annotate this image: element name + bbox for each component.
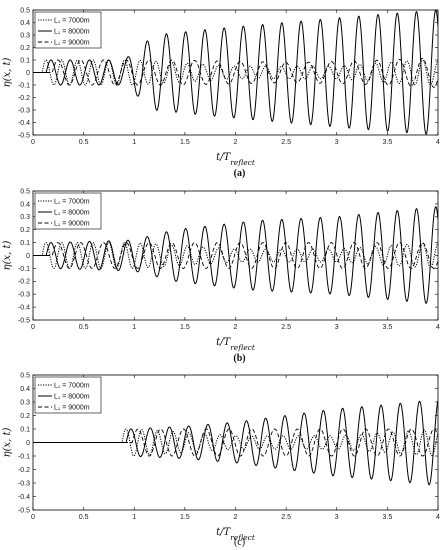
y-tick-label: 0.3 xyxy=(20,214,30,221)
y-tick-label: 0.5 xyxy=(20,7,30,14)
x-axis-label: t/Treflect xyxy=(216,152,256,167)
y-tick-label: -0.5 xyxy=(18,317,30,324)
x-tick-label: 1.5 xyxy=(180,139,190,146)
x-tick-label: 3.5 xyxy=(383,324,393,331)
x-tick-label: 0 xyxy=(31,514,35,521)
y-tick-label: 0 xyxy=(26,253,30,260)
y-axis-label: η(x, t) xyxy=(2,240,13,270)
legend-label-1: L₁ = 7000m xyxy=(54,383,90,390)
x-axis-label-subscript: reflect xyxy=(230,533,256,542)
y-tick-label: -0.2 xyxy=(18,279,30,286)
x-tick-label: 0 xyxy=(31,139,35,146)
x-tick-label: 1 xyxy=(132,514,136,521)
x-tick-label: 0.5 xyxy=(79,324,89,331)
y-tick-label: 0.5 xyxy=(20,188,30,195)
x-axis-label: t/Treflect xyxy=(216,337,256,352)
x-tick-label: 4 xyxy=(436,514,440,521)
series-line-3 xyxy=(33,428,438,457)
y-tick-label: -0.5 xyxy=(18,507,30,514)
x-tick-label: 3 xyxy=(335,139,339,146)
x-tick-label: 2.5 xyxy=(281,139,291,146)
legend-label-3: L₁ = 9000m xyxy=(54,40,90,47)
y-tick-label: -0.4 xyxy=(18,305,30,312)
x-axis-label-subscript: reflect xyxy=(230,343,256,352)
legend-label-1: L₁ = 7000m xyxy=(54,18,90,25)
y-tick-label: 0.1 xyxy=(20,240,30,247)
series-line-1 xyxy=(33,242,438,269)
x-tick-label: 1.5 xyxy=(180,514,190,521)
y-tick-label: -0.3 xyxy=(18,480,30,487)
chart-panel-2: 0 0.5 1 1.5 2 2.5 3 3.5 4 0.5 0.4 0.3 0.2 0.1 0 -0.1 -0.… xyxy=(2,188,440,364)
panel-caption: (b) xyxy=(233,353,245,364)
chart-panel-3: 0 0.5 1 1.5 2 2.5 3 3.5 4 0.5 0.4 0.3 0.2 0.1 0 -0.1 -0.… xyxy=(2,372,440,548)
y-tick-label: -0.2 xyxy=(18,95,30,102)
series-line-1 xyxy=(33,428,438,457)
x-tick-label: 4 xyxy=(436,324,440,331)
x-tick-label: 3.5 xyxy=(383,139,393,146)
x-tick-label: 0.5 xyxy=(79,514,89,521)
y-tick-label: 0.5 xyxy=(20,372,30,379)
y-tick-label: -0.5 xyxy=(18,132,30,139)
chart-panel-1: 0 0.5 1 1.5 2 2.5 3 3.5 4 0.5 0.4 0.3 0.2 0.1 0 -0.1 -0.… xyxy=(2,7,440,179)
x-tick-label: 2.5 xyxy=(281,514,291,521)
y-tick-label: 0 xyxy=(26,70,30,77)
y-tick-label: -0.1 xyxy=(18,453,30,460)
legend-label-2: L₁ = 8000m xyxy=(54,210,90,217)
y-tick-label: -0.1 xyxy=(18,82,30,89)
x-tick-label: 1.5 xyxy=(180,324,190,331)
y-tick-label: 0.4 xyxy=(20,20,30,27)
y-axis-label: η(x, t) xyxy=(2,57,13,87)
legend-label-2: L₁ = 8000m xyxy=(54,29,90,36)
series-line-2 xyxy=(33,206,438,304)
x-tick-label: 2 xyxy=(234,324,238,331)
y-tick-label: -0.2 xyxy=(18,467,30,474)
y-tick-label: 0.4 xyxy=(20,386,30,393)
x-tick-label: 0.5 xyxy=(79,139,89,146)
x-tick-label: 2.5 xyxy=(281,324,291,331)
legend-box xyxy=(34,192,102,230)
y-tick-label: 0 xyxy=(26,440,30,447)
y-tick-label: 0.1 xyxy=(20,57,30,64)
y-tick-label: 0.2 xyxy=(20,227,30,234)
x-axis-label-subscript: reflect xyxy=(230,158,256,167)
x-tick-label: 3 xyxy=(335,324,339,331)
y-tick-label: 0.4 xyxy=(20,201,30,208)
x-tick-label: 1 xyxy=(132,139,136,146)
x-tick-label: 4 xyxy=(436,139,440,146)
y-tick-label: 0.2 xyxy=(20,413,30,420)
x-tick-label: 1 xyxy=(132,324,136,331)
series-line-3 xyxy=(33,57,438,88)
x-tick-label: 3.5 xyxy=(383,514,393,521)
legend-label-3: L₁ = 9000m xyxy=(54,221,90,228)
legend-label-3: L₁ = 9000m xyxy=(54,405,90,412)
x-tick-label: 3 xyxy=(335,514,339,521)
legend-label-1: L₁ = 7000m xyxy=(54,199,90,206)
y-tick-label: 0.2 xyxy=(20,45,30,52)
y-tick-label: 0.1 xyxy=(20,426,30,433)
x-tick-label: 2 xyxy=(234,139,238,146)
y-tick-label: -0.4 xyxy=(18,120,30,127)
legend-label-2: L₁ = 8000m xyxy=(54,394,90,401)
y-tick-label: -0.3 xyxy=(18,107,30,114)
y-tick-label: -0.4 xyxy=(18,494,30,501)
y-tick-label: -0.1 xyxy=(18,266,30,273)
y-tick-label: -0.3 xyxy=(18,292,30,299)
x-tick-label: 0 xyxy=(31,324,35,331)
series-line-3 xyxy=(33,242,438,269)
panel-caption: (c) xyxy=(234,537,245,548)
series-line-2 xyxy=(33,10,438,135)
y-axis-label: η(x, t) xyxy=(2,427,13,457)
panel-caption: (a) xyxy=(234,168,246,179)
y-tick-label: 0.3 xyxy=(20,399,30,406)
x-tick-label: 2 xyxy=(234,514,238,521)
y-tick-label: 0.3 xyxy=(20,32,30,39)
